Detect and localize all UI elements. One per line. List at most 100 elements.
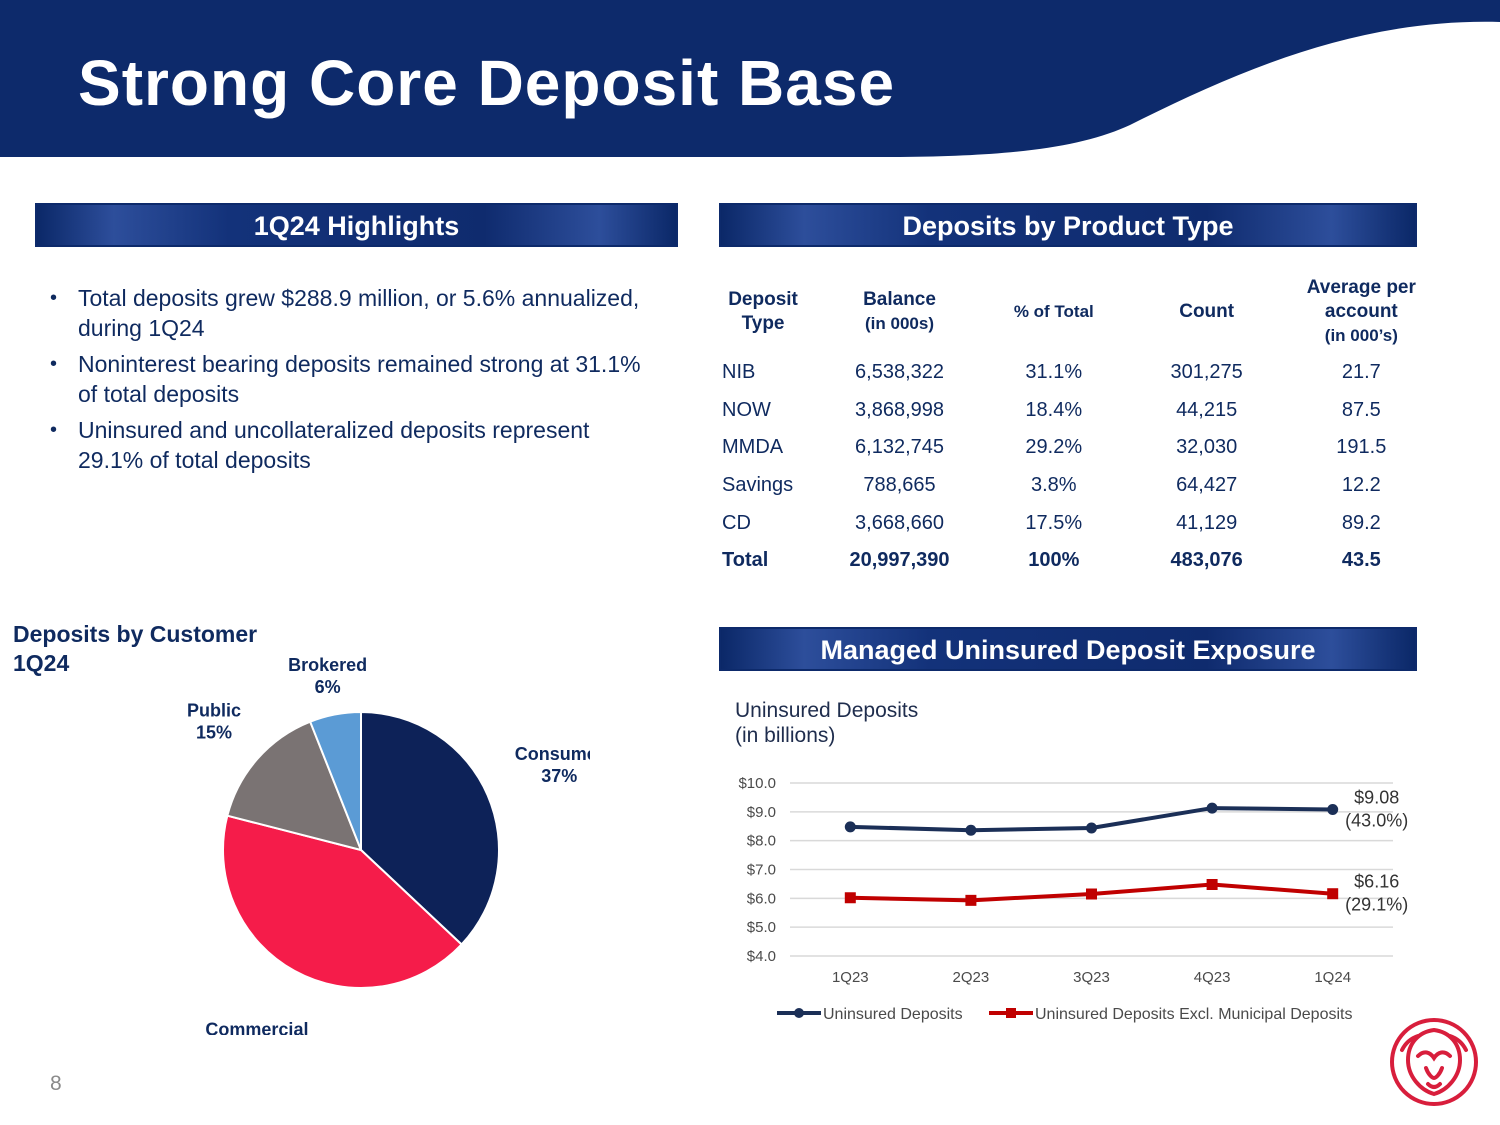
cell-pct: 100%	[1028, 549, 1080, 572]
table-row: MMDA 6,132,745 29.2% 32,030 191.5	[712, 429, 1432, 467]
cell-pct: 3.8%	[1030, 474, 1077, 497]
col-avg-line1: Average per	[1306, 277, 1416, 298]
col-balance-line1: Balance	[863, 289, 936, 310]
x-tick-label: 1Q23	[832, 969, 869, 986]
line-chart-note-line1: Uninsured Deposits	[735, 699, 919, 722]
data-point	[1086, 822, 1097, 834]
pie-slice-brokered	[308, 710, 362, 851]
uninsured-line-chart: $4.0 $5.0 $6.0 $7.0 $8.0 $9.0 $10.0 1Q23 2Q23 3Q2…	[738, 775, 1408, 1023]
highlights-header: 1Q24 Highlights	[35, 203, 678, 247]
data-point	[1327, 888, 1339, 900]
pie-label-value: 6%	[315, 677, 341, 697]
y-tick-label: $6.0	[747, 890, 776, 907]
col-count: Count	[1123, 276, 1291, 354]
cell-balance: 3,668,660	[855, 511, 944, 534]
pie-slice-commercial	[222, 814, 464, 989]
col-type-line1: Deposit	[728, 289, 798, 310]
highlights-list: Total deposits grew $288.9 million, or 5…	[48, 283, 648, 481]
lion-logo-icon	[1390, 1018, 1478, 1106]
pie-label-name: Commercial	[205, 1019, 308, 1035]
pie-label-name: Brokered	[288, 655, 367, 675]
line-chart-note-line2: (in billions)	[735, 724, 836, 747]
pie-title-line1: Deposits by Customer	[13, 621, 258, 647]
legend-marker	[794, 1008, 804, 1018]
pie-label-name: Consumer	[515, 744, 590, 764]
cell-balance: 6,132,745	[855, 436, 944, 459]
legend-label: Uninsured Deposits	[823, 1006, 963, 1023]
col-avg-line3: (in 000’s)	[1324, 326, 1398, 345]
end-label: $9.08 (43.0%)	[1345, 788, 1408, 831]
y-tick-label: $8.0	[747, 833, 776, 850]
x-tick-label: 3Q23	[1073, 969, 1110, 986]
pie-label-value: 15%	[196, 722, 232, 742]
col-average: Average per account (in 000’s)	[1291, 276, 1432, 354]
y-tick-label: $5.0	[747, 919, 776, 936]
page-number: 8	[50, 1072, 62, 1095]
col-balance: Balance (in 000s)	[814, 276, 985, 354]
pie-slice-consumer	[360, 710, 500, 946]
col-pct-label: % of Total	[1013, 302, 1094, 321]
cell-count: 301,275	[1170, 361, 1243, 384]
y-tick-label: $7.0	[747, 862, 776, 879]
col-avg-line2: account	[1324, 301, 1398, 322]
y-tick-label: $10.0	[738, 775, 776, 792]
data-point	[1206, 878, 1218, 890]
highlight-bullet: Total deposits grew $288.9 million, or 5…	[48, 283, 648, 343]
pie-label-consumer: Consumer37%	[515, 744, 590, 786]
pie-title: Deposits by Customer 1Q24	[13, 620, 333, 678]
data-point	[1327, 804, 1339, 816]
data-point	[844, 821, 856, 833]
pie-title-line2: 1Q24	[13, 650, 70, 676]
pie-label-public: Public 15%	[187, 700, 241, 742]
cell-avg: 87.5	[1341, 398, 1381, 421]
data-point	[965, 824, 977, 836]
col-deposit-type: Deposit Type	[712, 276, 814, 354]
cell-count: 483,076	[1170, 549, 1243, 572]
cell-pct: 17.5%	[1025, 511, 1083, 534]
y-tick-label: $4.0	[747, 948, 776, 965]
table-row: Savings 788,665 3.8% 64,427 12.2	[712, 467, 1432, 505]
cell-type: Savings	[722, 474, 794, 497]
col-type-line2: Type	[741, 313, 785, 334]
pie-label-brokered: Brokered 6%	[288, 655, 367, 697]
cell-count: 64,427	[1176, 474, 1238, 497]
highlight-bullet: Noninterest bearing deposits remained st…	[48, 349, 648, 409]
data-point	[1086, 888, 1097, 900]
x-tick-label: 4Q23	[1194, 969, 1231, 986]
data-point	[844, 892, 856, 904]
cell-avg: 89.2	[1341, 511, 1381, 534]
cell-count: 32,030	[1176, 436, 1238, 459]
legend-label: Uninsured Deposits Excl. Municipal Depos…	[1035, 1006, 1352, 1023]
table-header-row: Deposit Type Balance (in 000s) % of Tota…	[712, 276, 1432, 354]
cell-type: NOW	[722, 398, 771, 421]
deposits-table: Deposit Type Balance (in 000s) % of Tota…	[712, 276, 1432, 580]
cell-balance: 20,997,390	[849, 549, 950, 572]
col-balance-line2: (in 000s)	[865, 314, 934, 333]
cell-avg: 43.5	[1341, 549, 1381, 572]
cell-type: CD	[722, 511, 751, 534]
page-title: Strong Core Deposit Base	[78, 47, 896, 119]
cell-pct: 18.4%	[1025, 398, 1083, 421]
line-chart-note: Uninsured Deposits (in billions)	[735, 698, 918, 748]
product-type-header: Deposits by Product Type	[719, 203, 1417, 247]
table-row: NOW 3,868,998 18.4% 44,215 87.5	[712, 392, 1432, 430]
cell-count: 44,215	[1176, 398, 1238, 421]
cell-balance: 6,538,322	[855, 361, 944, 384]
title-band-shape	[0, 0, 1500, 157]
y-tick-label: $9.0	[747, 804, 776, 821]
pie-label-commercial: Commercial42%	[205, 1019, 308, 1035]
table-row: NIB 6,538,322 31.1% 301,275 21.7	[712, 354, 1432, 392]
cell-pct: 29.2%	[1025, 436, 1083, 459]
pie-label-value: 37%	[541, 766, 577, 786]
x-tick-label: 2Q23	[953, 969, 990, 986]
col-pct-total: % of Total	[985, 276, 1123, 354]
cell-avg: 21.7	[1341, 361, 1381, 384]
cell-pct: 31.1%	[1025, 361, 1083, 384]
x-tick-label: 1Q24	[1314, 969, 1351, 986]
highlight-bullet: Uninsured and uncollateralized deposits …	[48, 415, 648, 475]
table-total-row: Total 20,997,390 100% 483,076 43.5	[712, 542, 1432, 580]
end-label: $6.16 (29.1%)	[1345, 872, 1408, 915]
cell-avg: 12.2	[1341, 474, 1381, 497]
data-point	[1206, 802, 1218, 814]
